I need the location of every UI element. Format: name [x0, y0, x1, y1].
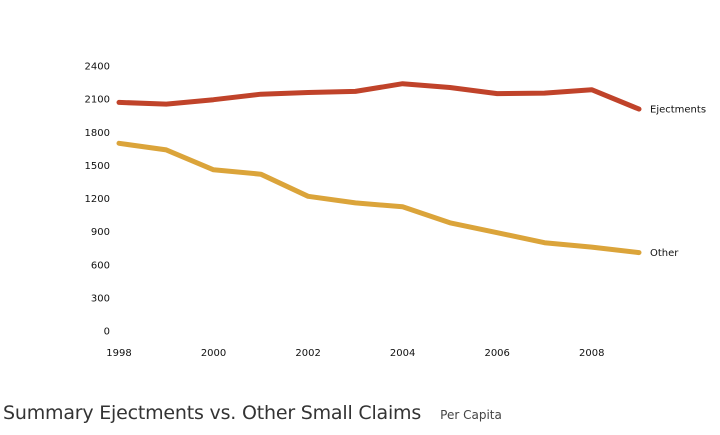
y-tick-label: 2100 [85, 95, 110, 106]
x-tick-label: 2002 [295, 348, 320, 359]
y-axis: 0 300 600 900 1200 1500 1800 2100 2400 [85, 62, 110, 338]
y-tick-label: 300 [91, 293, 110, 304]
y-tick-label: 2400 [85, 62, 110, 73]
x-tick-label: 2006 [484, 348, 509, 359]
x-tick-label: 2008 [579, 348, 604, 359]
x-axis: 1998 2000 2002 2004 2006 2008 [106, 348, 604, 359]
series-labels: Ejectments Other [650, 105, 706, 260]
y-tick-label: 0 [104, 327, 110, 338]
x-tick-label: 2004 [390, 348, 415, 359]
chart-title: Summary Ejectments vs. Other Small Claim… [3, 402, 422, 424]
y-tick-label: 1800 [85, 128, 110, 139]
series-label-other: Other [650, 248, 679, 259]
chart-subtitle: Per Capita [440, 408, 502, 422]
x-tick-label: 1998 [106, 348, 131, 359]
series-line-other [116, 140, 642, 256]
chart-caption: Summary Ejectments vs. Other Small Claim… [3, 402, 502, 424]
y-tick-label: 1500 [85, 161, 110, 172]
line-chart: 0 300 600 900 1200 1500 1800 2100 2400 1998 2000 2… [85, 62, 706, 360]
series-line-ejectments [116, 81, 642, 112]
y-tick-label: 900 [91, 227, 110, 238]
series-layer [116, 81, 642, 256]
y-tick-label: 600 [91, 260, 110, 271]
y-tick-label: 1200 [85, 194, 110, 205]
series-label-ejectments: Ejectments [650, 105, 706, 116]
x-tick-label: 2000 [201, 348, 226, 359]
